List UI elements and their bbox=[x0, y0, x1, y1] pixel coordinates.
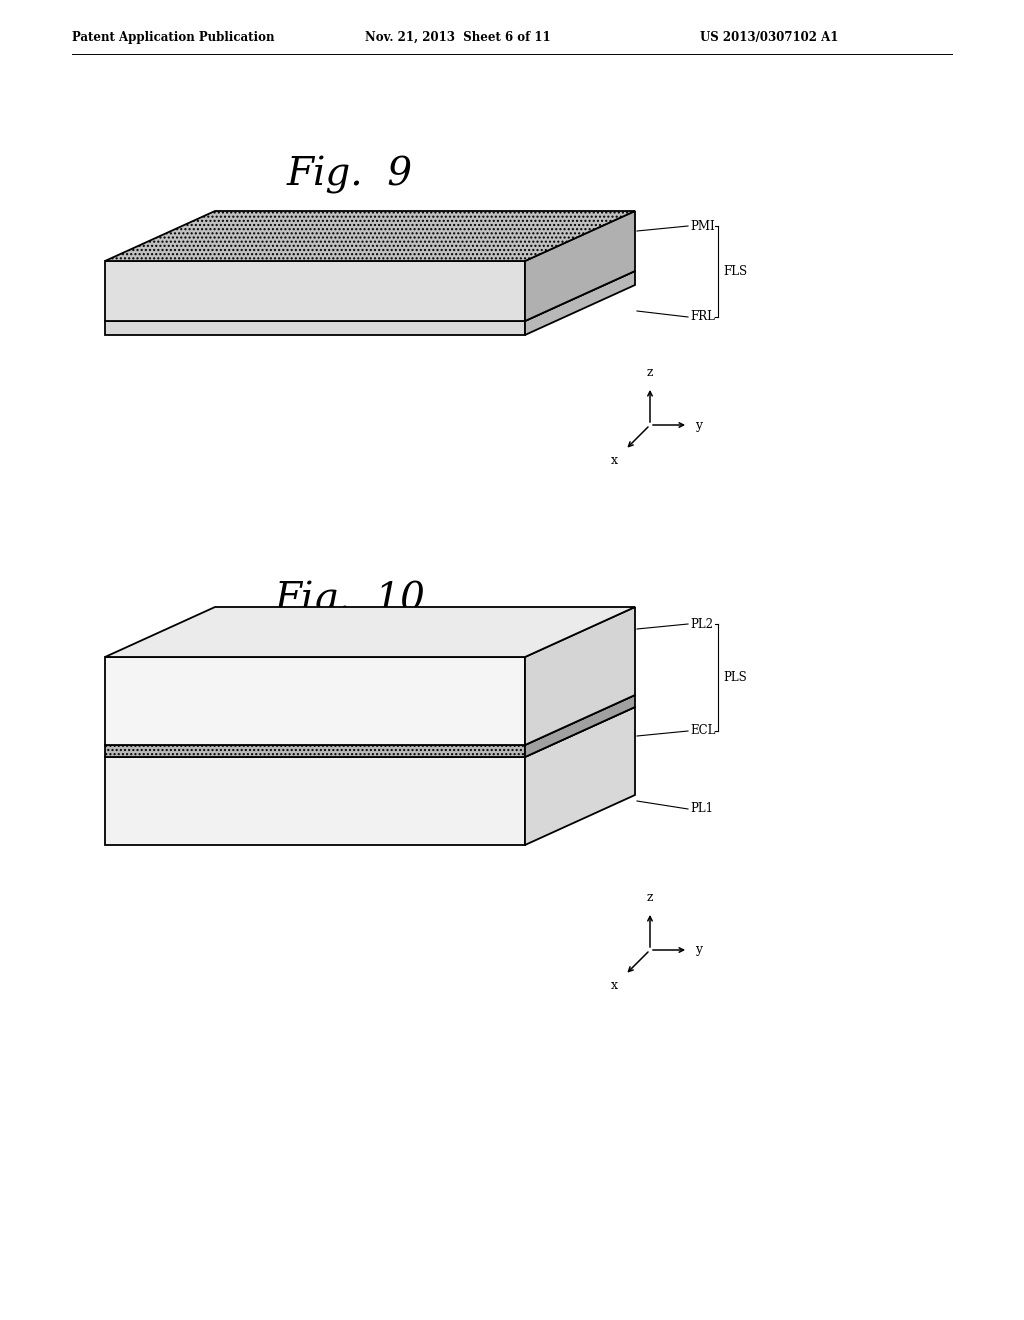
Text: Nov. 21, 2013  Sheet 6 of 11: Nov. 21, 2013 Sheet 6 of 11 bbox=[365, 30, 551, 44]
Text: x: x bbox=[611, 454, 618, 467]
Text: x: x bbox=[611, 978, 618, 991]
Text: z: z bbox=[647, 366, 653, 379]
Polygon shape bbox=[105, 657, 525, 744]
Text: FLS: FLS bbox=[723, 265, 748, 279]
Polygon shape bbox=[105, 708, 635, 756]
Text: FRL: FRL bbox=[690, 310, 715, 323]
Polygon shape bbox=[105, 744, 525, 756]
Polygon shape bbox=[105, 271, 635, 321]
Text: PLS: PLS bbox=[723, 671, 746, 684]
Polygon shape bbox=[525, 271, 635, 335]
Text: US 2013/0307102 A1: US 2013/0307102 A1 bbox=[700, 30, 839, 44]
Polygon shape bbox=[525, 211, 635, 321]
Text: PL2: PL2 bbox=[690, 618, 713, 631]
Polygon shape bbox=[105, 211, 635, 261]
Text: Fig.  9: Fig. 9 bbox=[287, 156, 413, 194]
Polygon shape bbox=[105, 696, 635, 744]
Polygon shape bbox=[105, 756, 525, 845]
Text: PMI: PMI bbox=[690, 219, 715, 232]
Polygon shape bbox=[525, 708, 635, 845]
Text: ECL: ECL bbox=[690, 725, 716, 738]
Polygon shape bbox=[525, 607, 635, 744]
Text: y: y bbox=[695, 418, 702, 432]
Text: y: y bbox=[695, 944, 702, 957]
Text: Fig.  10: Fig. 10 bbox=[274, 581, 425, 619]
Polygon shape bbox=[105, 261, 525, 321]
Text: z: z bbox=[647, 891, 653, 904]
Text: PL1: PL1 bbox=[690, 803, 713, 816]
Text: Patent Application Publication: Patent Application Publication bbox=[72, 30, 274, 44]
Polygon shape bbox=[105, 607, 635, 657]
Polygon shape bbox=[525, 696, 635, 756]
Polygon shape bbox=[105, 321, 525, 335]
